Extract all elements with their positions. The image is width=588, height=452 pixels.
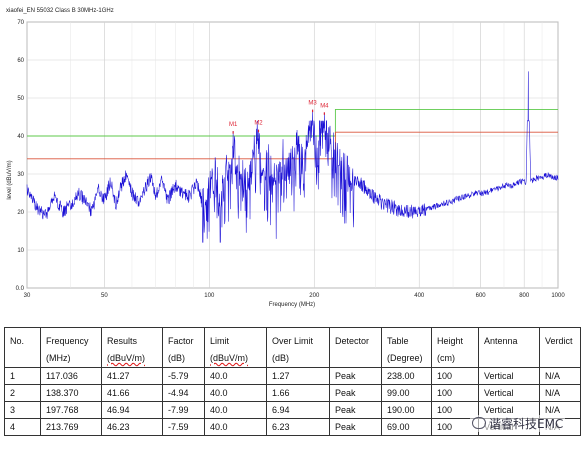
cell-limit: 40.0 [204, 401, 267, 419]
cell-table: 99.00 [381, 384, 432, 402]
col-frequency: Frequency (MHz) [40, 327, 102, 368]
y-tick-label: 50 [17, 96, 24, 102]
cell-height: 100 [431, 418, 479, 436]
cell-table: 69.00 [381, 418, 432, 436]
cell-antenna: Vertical [478, 384, 540, 402]
cell-results: 41.27 [101, 367, 163, 385]
x-tick-label: 50 [101, 293, 108, 299]
cell-factor: -5.79 [162, 367, 205, 385]
y-axis-label: level (dBuV/m) [7, 160, 13, 199]
cell-detector: Peak [329, 367, 382, 385]
cell-over-limit: 6.23 [266, 418, 330, 436]
cell-table: 190.00 [381, 401, 432, 419]
cell-no: 2 [4, 384, 41, 402]
grid-layer [26, 21, 559, 289]
y-tick-label: 0.0 [16, 286, 25, 292]
marker-label: M3 [308, 101, 317, 107]
cell-verdict: N/A [539, 367, 581, 385]
cell-limit: 40.0 [204, 367, 267, 385]
series-layer [26, 71, 559, 243]
cell-detector: Peak [329, 384, 382, 402]
cell-frequency: 117.036 [40, 367, 102, 385]
y-tick-label: 70 [17, 20, 24, 26]
x-tick-label: 100 [204, 293, 215, 299]
cell-antenna: Vertical [478, 367, 540, 385]
col-height: Height (cm) [431, 327, 479, 368]
emission-trace [26, 71, 559, 243]
emission-chart: xiaofei_EN 55032 Class B 30MHz-1GHz M1 M2… [6, 8, 566, 308]
col-antenna: Antenna [478, 327, 540, 368]
cell-verdict: N/A [539, 384, 581, 402]
cell-over-limit: 1.66 [266, 384, 330, 402]
cell-no: 4 [4, 418, 41, 436]
cell-factor: -7.99 [162, 401, 205, 419]
watermark-text: 谐睿科技EMC [489, 417, 564, 431]
cell-results: 46.23 [101, 418, 163, 436]
cell-detector: Peak [329, 401, 382, 419]
cell-over-limit: 6.94 [266, 401, 330, 419]
col-table: Table (Degree) [381, 327, 432, 368]
col-verdict: Verdict [539, 327, 581, 368]
cell-frequency: 197.768 [40, 401, 102, 419]
cell-frequency: 138.370 [40, 384, 102, 402]
x-tick-label: 1000 [551, 293, 565, 299]
table-row: 2 138.370 41.66 -4.94 40.0 1.66 Peak 99.… [4, 384, 581, 402]
limit-line [27, 108, 558, 137]
x-axis-label: Frequency (MHz) [269, 302, 315, 308]
cell-results: 41.66 [101, 384, 163, 402]
cell-limit: 40.0 [204, 418, 267, 436]
cell-no: 1 [4, 367, 41, 385]
chart-title: xiaofei_EN 55032 Class B 30MHz-1GHz [6, 8, 114, 14]
col-over-limit: Over Limit (dB) [266, 327, 330, 368]
y-tick-label: 10 [17, 248, 24, 254]
cell-height: 100 [431, 367, 479, 385]
cell-limit: 40.0 [204, 384, 267, 402]
y-tick-label: 20 [17, 210, 24, 216]
cell-factor: -7.59 [162, 418, 205, 436]
col-factor: Factor (dB) [162, 327, 205, 368]
tick-labels: 0.0 10 20 30 40 50 60 70 30 50 100 200 400 600 800 1000 [16, 20, 566, 299]
watermark: 谐睿科技EMC [470, 415, 566, 432]
cell-height: 100 [431, 384, 479, 402]
x-tick-label: 200 [309, 293, 320, 299]
cell-factor: -4.94 [162, 384, 205, 402]
marker-layer: M1 M2 M3 M4 [229, 101, 329, 134]
table-row: 1 117.036 41.27 -5.79 40.0 1.27 Peak 238… [4, 367, 581, 385]
table-row: 3 197.768 46.94 -7.99 40.0 6.94 Peak 190… [4, 401, 581, 419]
cell-results: 46.94 [101, 401, 163, 419]
cell-frequency: 213.769 [40, 418, 102, 436]
col-results: Results (dBuV/m) [101, 327, 163, 368]
cell-no: 3 [4, 401, 41, 419]
y-tick-label: 60 [17, 58, 24, 64]
x-tick-label: 800 [519, 293, 530, 299]
table-header-row: No. Frequency (MHz) Results (dBuV/m) Facto… [4, 327, 581, 368]
wechat-logo-icon [472, 417, 486, 429]
x-tick-label: 600 [476, 293, 487, 299]
x-tick-label: 30 [24, 293, 31, 299]
cell-over-limit: 1.27 [266, 367, 330, 385]
marker-label: M4 [320, 103, 329, 109]
cell-detector: Peak [329, 418, 382, 436]
y-tick-label: 40 [17, 134, 24, 140]
col-no: No. [4, 327, 41, 368]
marker-label: M2 [254, 121, 263, 127]
x-tick-label: 400 [414, 293, 425, 299]
col-limit: Limit (dBuV/m) [204, 327, 267, 368]
cell-table: 238.00 [381, 367, 432, 385]
marker-label: M1 [229, 122, 238, 128]
y-tick-label: 30 [17, 172, 24, 178]
limit-line [27, 131, 558, 160]
limit-lines [27, 108, 558, 160]
col-detector: Detector [329, 327, 382, 368]
